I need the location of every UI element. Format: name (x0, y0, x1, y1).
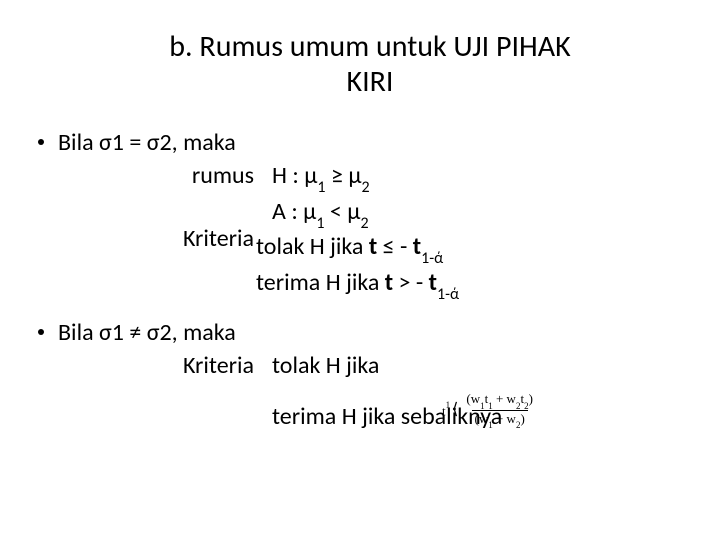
slide-body: Bila σ1 = σ2, maka rumus Kriteria H : μ1… (30, 127, 690, 432)
h-sub1: 1 (317, 178, 325, 197)
h-prefix: H : μ (272, 161, 317, 190)
bullet-dot-icon (38, 139, 44, 145)
f-den-s1: 1 (488, 420, 493, 430)
formula-fraction: (w1t1 + w2t2) (w1 + w2) (463, 392, 536, 428)
tolak-t: t (369, 232, 377, 261)
terima-t: t (385, 268, 393, 297)
f-den-w1: (w (475, 411, 489, 426)
formula: t1 ⟨ (w1t1 + w2t2) (w1 + w2) (442, 392, 536, 428)
f-num-s1a: 1 (480, 401, 485, 411)
bullet-2: Bila σ1 ≠ σ2, maka (38, 317, 690, 348)
formula-lhs: t1 (442, 403, 450, 417)
kriteria-tolak-1: tolak H jika t ≤ - t1-ά (256, 231, 690, 267)
slide: b. Rumus umum untuk UJI PIHAK KIRI Bila … (0, 0, 720, 540)
slide-title: b. Rumus umum untuk UJI PIHAK KIRI (110, 30, 630, 99)
h-mid: ≥ μ (326, 161, 362, 190)
bullet-dot-icon (38, 329, 44, 335)
tolak-tsub: t (413, 232, 421, 261)
terima-prefix: terima H jika (256, 268, 385, 297)
block-2-labels: Kriteria (58, 350, 272, 432)
f-num-s1b: 1 (488, 401, 493, 411)
f-num-s2b: 2 (524, 401, 529, 411)
tolak-prefix: tolak H jika (256, 232, 369, 261)
tolak-alpha: 1-ά (421, 249, 443, 268)
block-2: Kriteria tolak H jika terima H jika seba… (58, 350, 690, 432)
kriteria-terima-1: terima H jika t > - t1-ά (256, 267, 690, 303)
kriteria-label-1: Kriteria (58, 223, 254, 254)
bullet-1: Bila σ1 = σ2, maka (38, 127, 690, 158)
f-num-w1: (w (466, 391, 480, 406)
f-num-close: ) (529, 391, 533, 406)
f-den-plus: + w (493, 411, 516, 426)
f-den-s2: 2 (516, 420, 521, 430)
kriteria-label-2: Kriteria (58, 350, 254, 381)
terima-rel: > - (393, 268, 429, 297)
bullet-1-text: Bila σ1 = σ2, maka (58, 127, 236, 158)
kriteria-tolak-2: tolak H jika (272, 350, 690, 381)
f-den-close: ) (520, 411, 524, 426)
a-sub2: 2 (360, 214, 368, 233)
f-lhs-sup: 1 (446, 400, 451, 410)
block-1-labels: rumus Kriteria (58, 160, 272, 302)
formula-numerator: (w1t1 + w2t2) (463, 392, 536, 410)
hypothesis-a: A : μ1 < μ2 (272, 196, 690, 232)
angle-bracket-icon: ⟨ (452, 402, 458, 418)
f-num-s2a: 2 (516, 401, 521, 411)
title-line-2: KIRI (347, 63, 394, 100)
block-1-content: H : μ1 ≥ μ2 A : μ1 < μ2 tolak H jika t ≤… (272, 160, 690, 302)
block-1: rumus Kriteria H : μ1 ≥ μ2 A : μ1 < μ2 t… (58, 160, 690, 302)
a-sub1: 1 (316, 214, 324, 233)
terima-alpha: 1-ά (437, 285, 459, 304)
terima-tsub: t (429, 268, 437, 297)
rumus-label: rumus (58, 160, 254, 191)
a-prefix: A : μ (272, 197, 316, 226)
tolak-rel: ≤ - (377, 232, 413, 261)
title-line-1: b. Rumus umum untuk UJI PIHAK (169, 28, 570, 65)
f-num-plus: + w (493, 391, 516, 406)
a-mid: < μ (324, 197, 360, 226)
hypothesis-h: H : μ1 ≥ μ2 (272, 160, 690, 196)
bullet-2-text: Bila σ1 ≠ σ2, maka (58, 317, 236, 348)
formula-denominator: (w1 + w2) (472, 410, 528, 429)
h-sub2: 2 (362, 178, 370, 197)
